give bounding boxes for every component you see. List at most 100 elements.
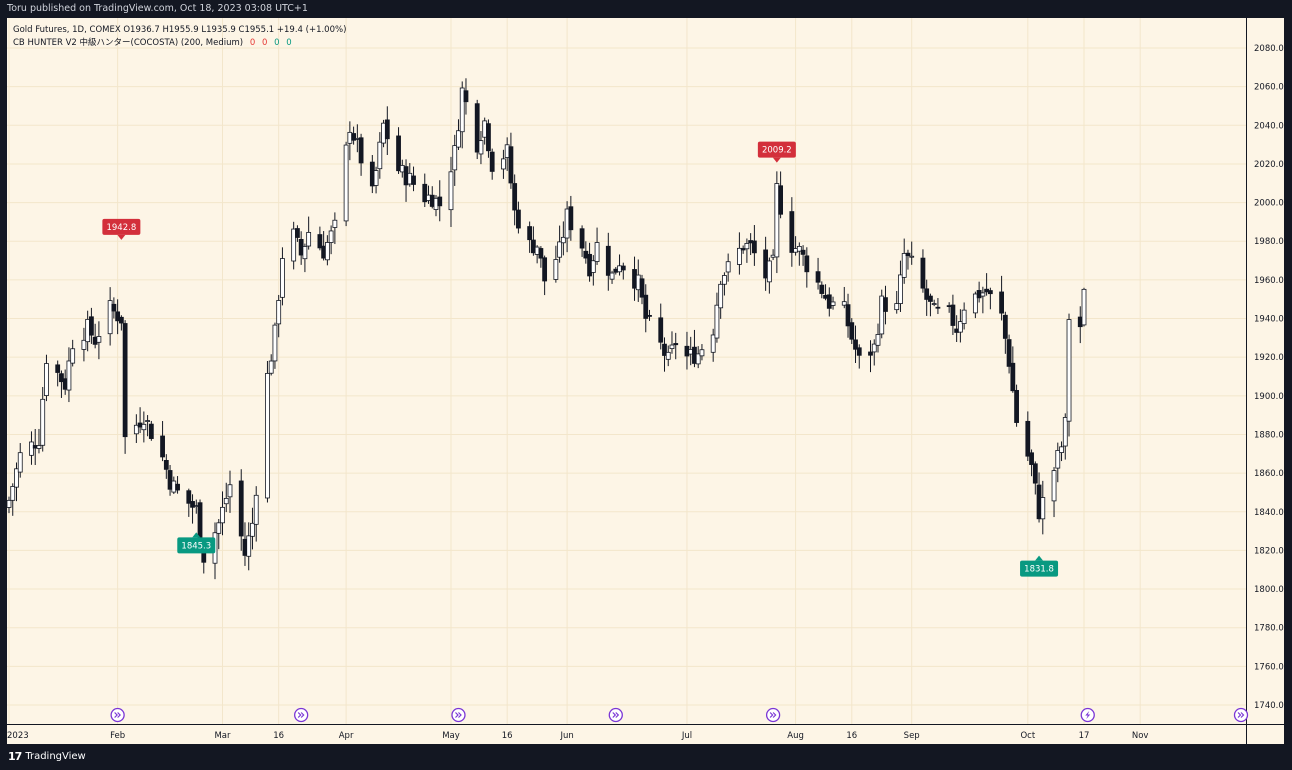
candle-body (879, 295, 885, 335)
candle (883, 285, 888, 325)
candle-body (845, 304, 851, 327)
candle (118, 315, 124, 331)
candle-body (905, 252, 911, 257)
candle (557, 225, 563, 263)
candle-body (931, 303, 937, 305)
candle-body (489, 151, 495, 172)
candle (841, 286, 847, 309)
candle-body (853, 339, 858, 350)
candle (1002, 311, 1008, 354)
price-axis-label: 1740.0 (1254, 701, 1284, 711)
candle (148, 420, 154, 441)
candle-body (160, 435, 165, 458)
time-axis-label: Apr (339, 731, 354, 741)
candle (223, 482, 229, 513)
swing-low-label[interactable]: 1831.8 (1020, 555, 1059, 577)
candle (1029, 449, 1034, 477)
candle-body (508, 146, 514, 184)
candle-body (238, 480, 244, 537)
candle (1066, 313, 1072, 437)
time-axis-label: Oct (1020, 731, 1035, 741)
candle-body (669, 344, 675, 350)
candle-body (1010, 362, 1016, 392)
candle-body (107, 300, 113, 335)
fast-forward-icon[interactable] (294, 707, 309, 723)
candle (830, 296, 836, 310)
candle-body (868, 351, 873, 356)
symbol-legend[interactable]: Gold Futures, 1D, COMEX O1936.7 H1955.9 … (13, 25, 347, 35)
candle-body (448, 171, 454, 211)
candle-body (796, 245, 802, 252)
candle-body (163, 460, 169, 470)
candle-body (220, 506, 225, 524)
candle (800, 245, 806, 266)
candle (819, 281, 825, 299)
candle-body (463, 90, 469, 103)
candle-body (302, 246, 308, 260)
candle (160, 421, 165, 462)
candle (265, 361, 270, 503)
indicator-value-1: 0 (249, 38, 256, 48)
candle (980, 286, 986, 314)
chart-area[interactable]: 1740.0 1760.0 1780.0 1800.0 1820.0 1840.0 1860… (7, 18, 1284, 744)
candle-body (658, 317, 664, 343)
fast-forward-icon[interactable] (1233, 707, 1249, 723)
candle-body (265, 373, 270, 499)
price-chart[interactable]: 1740.0 1760.0 1780.0 1800.0 1820.0 1840.0 1860… (7, 18, 1284, 744)
fast-forward-icon[interactable] (110, 707, 125, 723)
candle (1062, 413, 1068, 460)
candle-body (328, 230, 334, 243)
candle (452, 134, 458, 186)
candle-body (609, 272, 615, 280)
candle-body (456, 130, 461, 148)
candle (343, 141, 349, 227)
candle-body (268, 360, 274, 374)
candle (96, 321, 102, 360)
fast-forward-icon[interactable] (608, 707, 623, 723)
candle-body (560, 236, 566, 244)
tradingview-logo[interactable]: 17 TradingView (8, 744, 86, 770)
swing-low-label[interactable]: 1845.3 (177, 532, 216, 554)
candle (789, 197, 795, 267)
indicator-legend[interactable]: CB HUNTER V2 中級ハンター(COCOSTA) (200, Mediu… (13, 37, 346, 50)
fast-forward-icon[interactable] (451, 707, 466, 723)
candle (163, 454, 169, 479)
candle (29, 431, 34, 465)
candle-body (10, 486, 16, 501)
candle (898, 260, 903, 312)
candle-body (478, 140, 484, 155)
candle (647, 309, 652, 321)
candle-body (40, 398, 46, 446)
candle (594, 227, 600, 265)
candle-body (358, 137, 364, 164)
candle-body (665, 351, 671, 360)
candle (553, 245, 559, 283)
candle (377, 132, 383, 179)
candle-body (751, 240, 757, 254)
candle-body (875, 334, 881, 346)
candle-body (740, 248, 746, 251)
lightning-icon[interactable] (1080, 707, 1095, 723)
candle (909, 241, 915, 265)
candle (568, 195, 574, 241)
candle-body (36, 445, 42, 449)
footer: 17 TradingView (0, 744, 1292, 770)
candle-body (175, 483, 180, 491)
candle-body (883, 297, 888, 312)
candle-body (1062, 417, 1068, 447)
price-axis-label: 1920.0 (1254, 353, 1284, 363)
candle-body (148, 423, 154, 439)
candle-body (122, 323, 128, 438)
candle-body (819, 284, 825, 294)
candle-body (1081, 288, 1087, 326)
fast-forward-icon[interactable] (765, 707, 781, 723)
candle-body (901, 253, 907, 278)
candle-body (662, 343, 667, 356)
swing-high-label[interactable]: 2009.2 (757, 141, 796, 163)
candle-body (115, 311, 121, 322)
candle (935, 298, 941, 315)
candle-body (774, 183, 780, 258)
indicator-value-3: 0 (274, 38, 280, 48)
candle-body (1059, 446, 1064, 453)
swing-high-label[interactable]: 1942.8 (102, 218, 141, 240)
